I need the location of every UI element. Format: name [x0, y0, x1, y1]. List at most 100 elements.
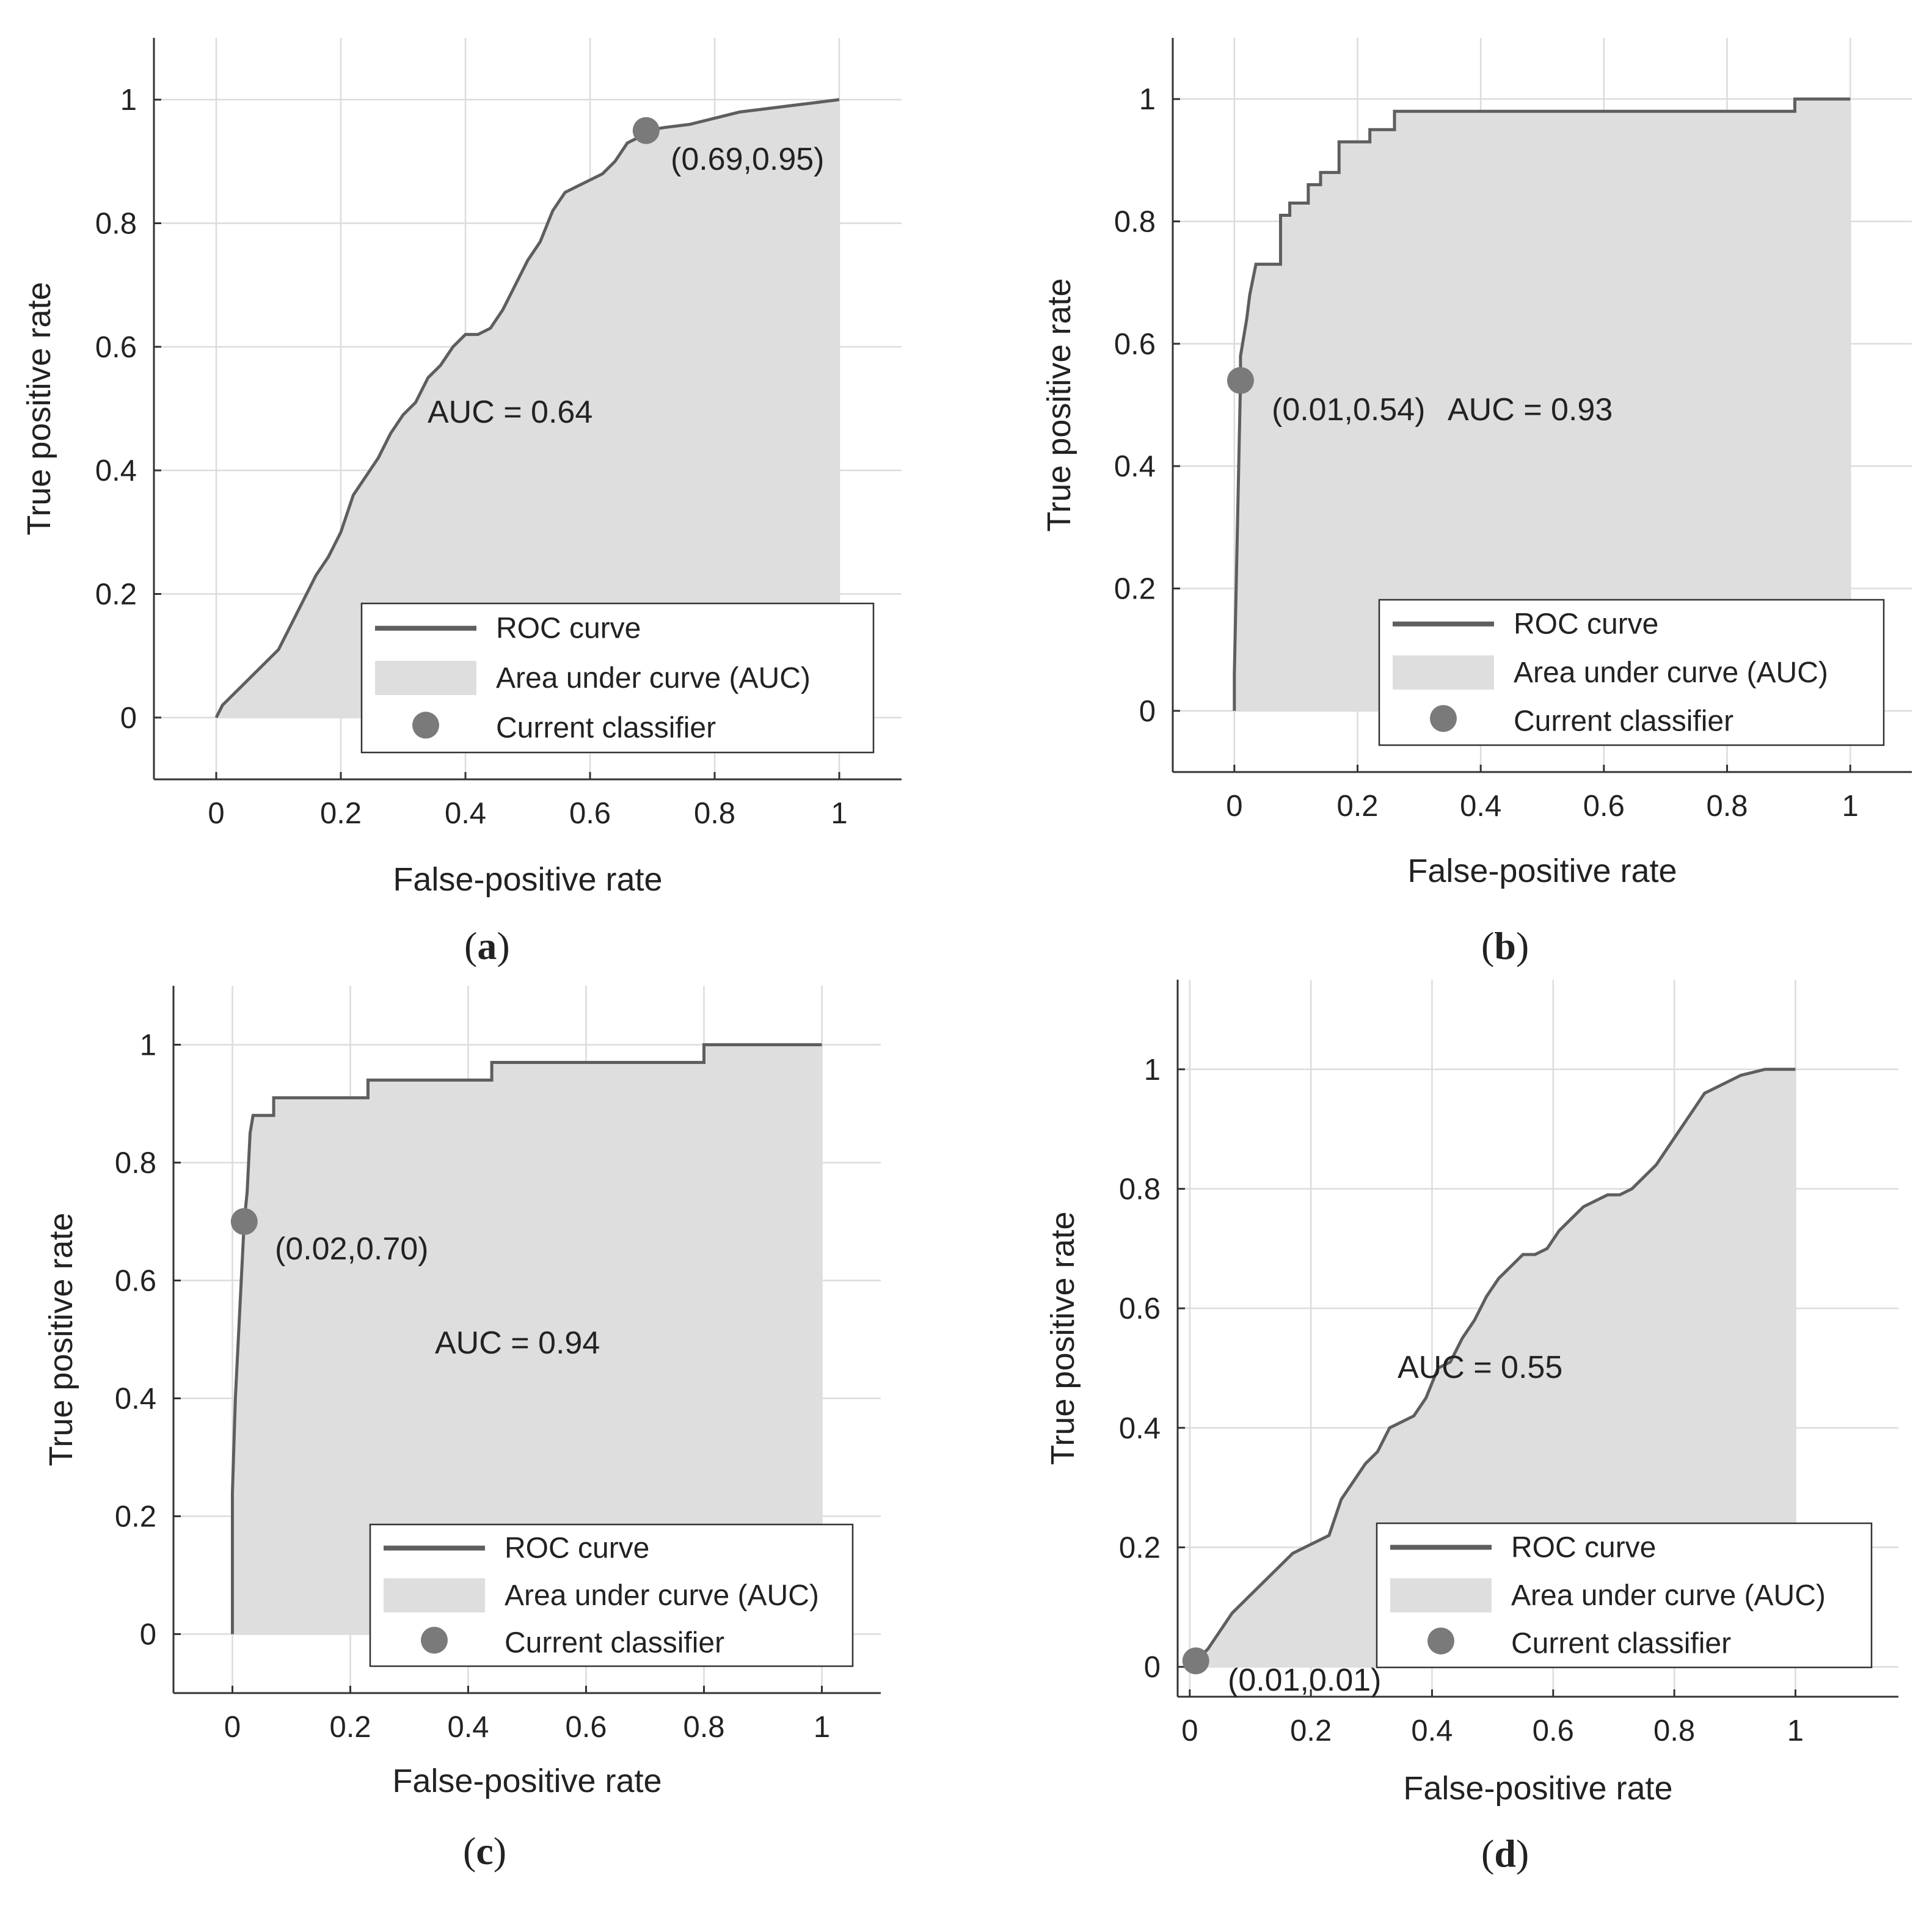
panel-caption: (c): [463, 1829, 506, 1873]
legend-auc-swatch: [1393, 655, 1494, 690]
x-tick-label: 0.6: [1583, 790, 1625, 823]
legend-auc-swatch: [1390, 1578, 1492, 1612]
roc-panel-a: 0 0.2 0.4 0.6 0.8 1 0 0.2 0.4 0.6 0.8 1 False-positi…: [21, 38, 902, 967]
roc-curve-line: [1189, 1068, 1796, 1668]
y-tick-label: 0: [140, 1619, 156, 1652]
x-tick-label: 0.2: [320, 797, 362, 830]
y-axis-label: True positive rate: [1044, 1211, 1081, 1465]
y-axis-label: True positive rate: [43, 1212, 79, 1466]
caption-close-paren: ): [1516, 1832, 1529, 1875]
roc-curve-line: [1233, 97, 1851, 711]
current-classifier-marker: [230, 1208, 258, 1235]
y-tick-label: 0.6: [1119, 1292, 1161, 1325]
y-tick-label: 1: [140, 1029, 156, 1062]
y-tick-label: 0.4: [1119, 1412, 1161, 1445]
caption-open-paren: (: [1481, 1832, 1494, 1875]
x-tick-label: 0.8: [694, 797, 735, 830]
roc-curve-line: [231, 1043, 822, 1634]
y-tick-label: 0.2: [115, 1501, 156, 1534]
legend-entry-label: ROC curve: [1511, 1531, 1656, 1564]
panel-caption: (b): [1481, 924, 1529, 967]
legend-entry-label: ROC curve: [505, 1532, 649, 1565]
x-axis-label: False-positive rate: [1403, 1770, 1672, 1807]
current-classifier-label: (0.01,0.01): [1228, 1663, 1382, 1698]
y-tick-label: 0.6: [1114, 328, 1156, 361]
legend: ROC curve Area under curve (AUC) Current c…: [369, 1523, 854, 1667]
caption-close-paren: ): [1516, 924, 1529, 967]
x-tick-label: 0.4: [447, 1711, 489, 1744]
x-tick-label: 0.6: [565, 1711, 607, 1744]
legend-marker-swatch: [421, 1626, 448, 1654]
y-tick-label: 0.8: [1114, 206, 1156, 239]
y-tick-label: 0: [1139, 695, 1156, 728]
current-classifier-marker: [1227, 366, 1254, 394]
auc-value-label: AUC = 0.93: [1448, 392, 1613, 428]
legend: ROC curve Area under curve (AUC) Current c…: [1378, 599, 1885, 746]
auc-area: [216, 100, 839, 718]
y-tick-label: 0.2: [1119, 1531, 1161, 1564]
legend-entry-label: Area under curve (AUC): [1511, 1579, 1826, 1612]
x-tick-label: 0.8: [683, 1711, 724, 1744]
y-axis-label: True positive rate: [21, 282, 57, 535]
current-classifier-marker: [632, 117, 660, 144]
legend-entry-label: Area under curve (AUC): [1514, 657, 1828, 689]
x-tick-label: 1: [831, 797, 847, 830]
legend-entry-label: Current classifier: [1511, 1628, 1731, 1660]
legend: ROC curve Area under curve (AUC) Current c…: [1376, 1522, 1873, 1669]
y-tick-label: 0.6: [95, 331, 137, 364]
x-tick-label: 0: [208, 797, 224, 830]
legend-entry-label: Current classifier: [505, 1626, 724, 1659]
auc-value-label: AUC = 0.64: [428, 395, 592, 430]
auc-area: [1234, 99, 1851, 711]
x-tick-label: 0.2: [329, 1711, 371, 1744]
caption-letter: c: [476, 1829, 493, 1873]
legend-marker-swatch: [1427, 1627, 1454, 1655]
legend-entry-label: Area under curve (AUC): [505, 1579, 819, 1612]
legend: ROC curve Area under curve (AUC) Current c…: [360, 602, 875, 754]
legend-marker-swatch: [1430, 705, 1457, 732]
y-tick-label: 0.2: [1114, 573, 1156, 606]
x-tick-label: 0.4: [1460, 790, 1501, 823]
legend-marker-swatch: [412, 712, 439, 739]
x-tick-label: 1: [1842, 790, 1859, 823]
roc-panel-c: 0 0.2 0.4 0.6 0.8 1 0 0.2 0.4 0.6 0.8 1 False-positi…: [43, 986, 881, 1873]
legend-entry-label: ROC curve: [1514, 608, 1658, 641]
x-tick-label: 0: [224, 1711, 241, 1744]
caption-close-paren: ): [494, 1829, 506, 1873]
x-tick-label: 0.8: [1653, 1714, 1695, 1747]
y-axis-label: True positive rate: [1041, 278, 1077, 531]
y-tick-label: 0.8: [115, 1147, 156, 1180]
y-tick-label: 0.8: [95, 208, 137, 241]
caption-open-paren: (: [464, 924, 477, 967]
roc-panel-b: 0 0.2 0.4 0.6 0.8 1 0 0.2 0.4 0.6 0.8 1 False-positi…: [1041, 38, 1912, 967]
y-tick-label: 1: [1139, 83, 1156, 116]
y-tick-label: 0.4: [1114, 450, 1156, 483]
y-tick-label: 0.4: [115, 1383, 156, 1416]
x-tick-label: 0.4: [445, 797, 486, 830]
auc-value-label: AUC = 0.94: [435, 1325, 600, 1361]
current-classifier-label: (0.02,0.70): [275, 1231, 429, 1267]
legend-auc-swatch: [375, 661, 476, 695]
x-tick-label: 1: [814, 1711, 830, 1744]
x-axis-label: False-positive rate: [392, 1763, 662, 1799]
y-tick-label: 0.4: [95, 454, 137, 487]
panel-caption: (a): [464, 924, 510, 967]
legend-auc-swatch: [384, 1578, 485, 1612]
legend-entry-label: Current classifier: [496, 712, 716, 744]
roc-panel-d: 0 0.2 0.4 0.6 0.8 1 0 0.2 0.4 0.6 0.8 1 False-positi…: [1044, 980, 1898, 1875]
x-tick-label: 0.2: [1336, 790, 1378, 823]
auc-area: [232, 1044, 822, 1634]
x-axis-label: False-positive rate: [1407, 853, 1677, 889]
current-classifier-label: (0.01,0.54): [1272, 392, 1426, 428]
caption-letter: b: [1494, 924, 1516, 967]
y-tick-label: 0: [120, 702, 137, 735]
caption-open-paren: (: [463, 1829, 476, 1873]
x-tick-label: 0.8: [1706, 790, 1748, 823]
auc-value-label: AUC = 0.55: [1398, 1350, 1562, 1385]
x-tick-label: 0.4: [1411, 1714, 1453, 1747]
x-tick-label: 0.6: [569, 797, 611, 830]
caption-close-paren: ): [497, 924, 509, 967]
current-classifier-marker: [1182, 1647, 1209, 1675]
y-tick-label: 1: [1144, 1054, 1161, 1087]
legend-entry-label: Area under curve (AUC): [496, 662, 811, 694]
